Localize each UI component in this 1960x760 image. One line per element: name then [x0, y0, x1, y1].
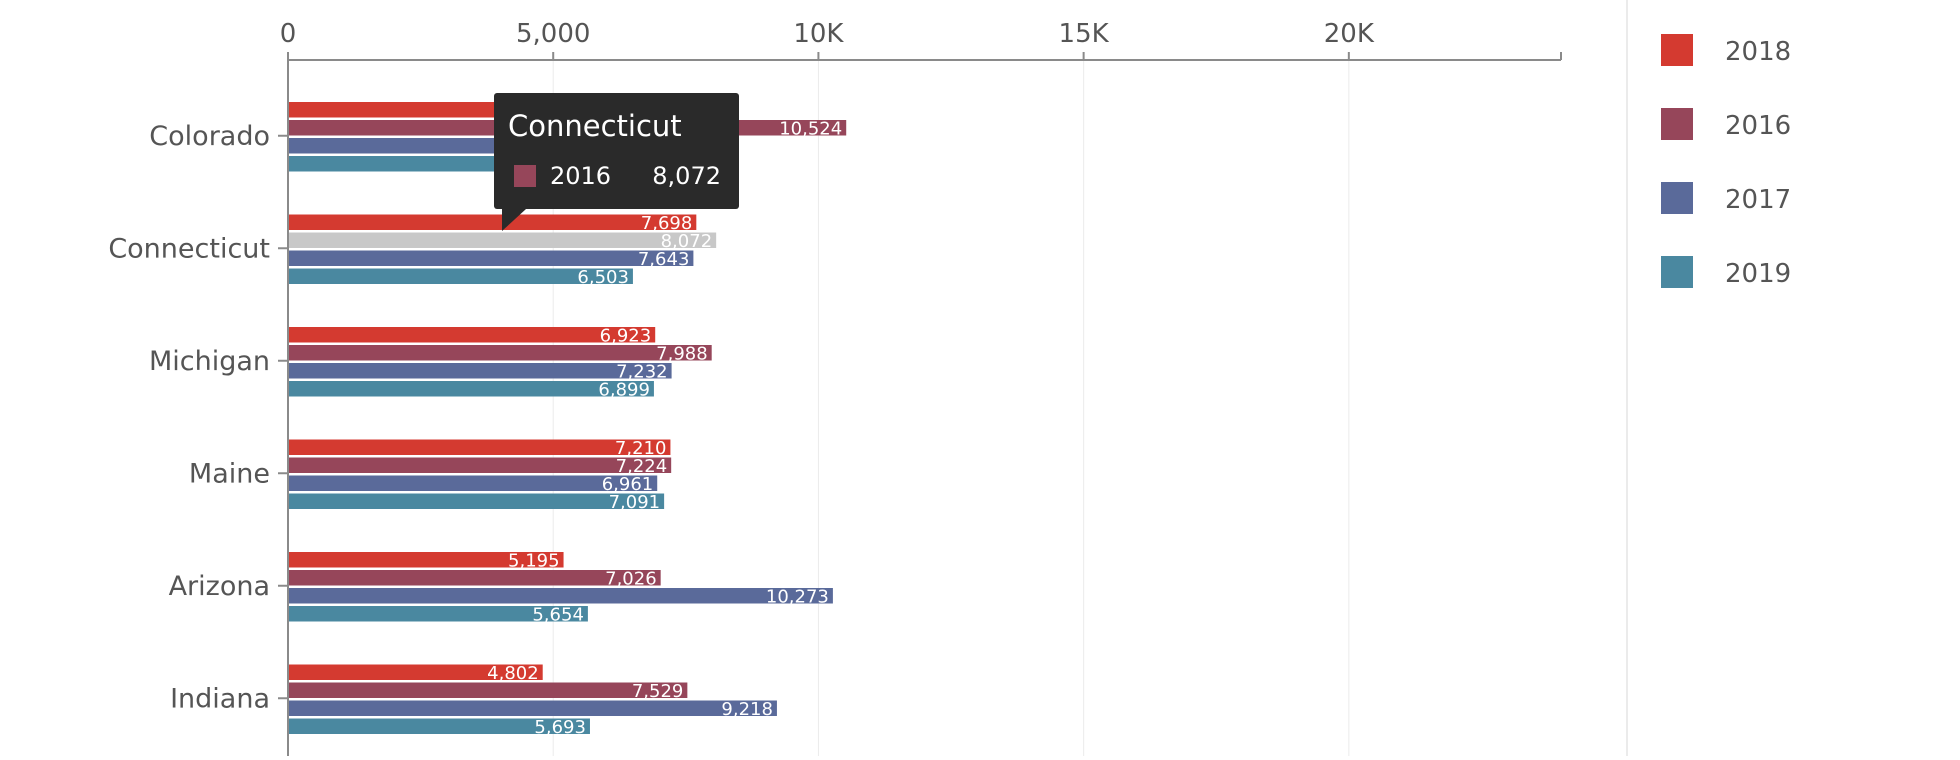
bar-maine-2019[interactable] — [289, 493, 665, 510]
bar-value-label: 5,195 — [508, 551, 560, 572]
legend-label-2019[interactable]: 2019 — [1725, 259, 1791, 289]
bar-value-label: 5,693 — [534, 717, 586, 738]
bar-colorado-2019[interactable] — [289, 156, 511, 172]
bar-value-label: 6,503 — [577, 267, 629, 288]
bar-value-label: 7,224 — [616, 456, 668, 477]
category-label-maine: Maine — [189, 458, 270, 489]
category-label-indiana: Indiana — [170, 683, 270, 714]
bar-indiana-2016[interactable] — [289, 682, 688, 699]
tooltip-series: 2016 — [550, 162, 611, 190]
legend-swatch-2019[interactable] — [1661, 256, 1693, 288]
bar-value-label: 6,899 — [598, 380, 650, 401]
x-tick-label: 10K — [793, 19, 844, 49]
bar-value-label: 8,072 — [661, 231, 713, 252]
bar-arizona-2019[interactable] — [289, 606, 588, 622]
bar-indiana-2019[interactable] — [289, 718, 590, 735]
legend-label-2018[interactable]: 2018 — [1725, 37, 1791, 67]
bar-maine-2017[interactable] — [289, 475, 658, 492]
bar-value-label: 7,529 — [632, 681, 684, 702]
bar-value-label: 4,802 — [487, 663, 539, 684]
bar-arizona-2017[interactable] — [289, 588, 833, 604]
bar-value-label: 6,961 — [602, 474, 654, 495]
bar-colorado-2017[interactable] — [289, 138, 511, 154]
tooltip-box — [494, 93, 739, 209]
bar-colorado-2018[interactable] — [289, 102, 511, 118]
bar-value-label: 5,654 — [532, 605, 584, 626]
x-tick-label: 20K — [1324, 19, 1375, 49]
x-tick-label: 15K — [1059, 19, 1110, 49]
legend-swatch-2018[interactable] — [1661, 34, 1693, 66]
bar-michigan-2017[interactable] — [289, 363, 672, 379]
bar-arizona-2018[interactable] — [289, 552, 564, 568]
bar-indiana-2017[interactable] — [289, 700, 777, 717]
bar-michigan-2019[interactable] — [289, 381, 654, 397]
bar-value-label: 7,643 — [638, 249, 690, 270]
x-tick-label: 0 — [280, 19, 297, 49]
bar-value-label: 7,210 — [615, 438, 667, 459]
bar-connecticut-2019[interactable] — [289, 268, 633, 285]
bar-connecticut-2018[interactable] — [289, 214, 697, 231]
legend-label-2016[interactable]: 2016 — [1725, 111, 1791, 141]
bar-arizona-2016[interactable] — [289, 570, 661, 586]
tooltip-pointer — [502, 209, 526, 231]
bar-value-label: 7,988 — [656, 344, 708, 365]
bar-maine-2018[interactable] — [289, 439, 671, 456]
bar-value-label: 9,218 — [721, 699, 773, 720]
bar-value-label: 7,091 — [609, 492, 661, 513]
category-label-connecticut: Connecticut — [108, 233, 270, 264]
bar-connecticut-2017[interactable] — [289, 250, 694, 267]
bar-michigan-2018[interactable] — [289, 327, 656, 343]
category-label-colorado: Colorado — [149, 121, 270, 152]
bar-connecticut-2016[interactable] — [289, 232, 717, 249]
bar-value-label: 7,026 — [605, 569, 657, 590]
bar-value-label: 10,273 — [766, 587, 829, 608]
legend-label-2017[interactable]: 2017 — [1725, 185, 1791, 215]
bar-value-label: 7,232 — [616, 362, 668, 383]
bar-value-label: 7,698 — [641, 213, 693, 234]
legend-swatch-2016[interactable] — [1661, 108, 1693, 140]
bar-value-label: 6,923 — [600, 326, 652, 347]
bar-value-label: 10,524 — [779, 119, 842, 140]
tooltip-swatch — [514, 165, 536, 187]
bar-maine-2016[interactable] — [289, 457, 672, 474]
category-label-arizona: Arizona — [169, 571, 270, 602]
tooltip-value: 8,072 — [652, 162, 721, 190]
bar-michigan-2016[interactable] — [289, 345, 712, 361]
bar-indiana-2018[interactable] — [289, 664, 543, 681]
tooltip-title: Connecticut — [508, 109, 682, 143]
legend-swatch-2017[interactable] — [1661, 182, 1693, 214]
category-label-michigan: Michigan — [149, 346, 270, 377]
x-tick-label: 5,000 — [516, 19, 590, 49]
